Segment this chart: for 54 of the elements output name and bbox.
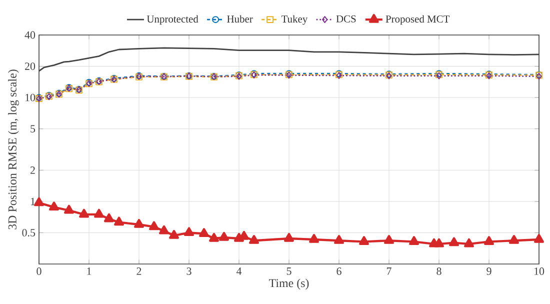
point: [309, 234, 319, 243]
point: [159, 225, 169, 234]
point: [284, 232, 294, 242]
point: [104, 213, 114, 222]
legend-label: Tukey: [281, 15, 308, 25]
x-tick-label: 1: [87, 268, 92, 275]
x-tick-label: 0: [36, 268, 42, 275]
legend-label: DCS: [336, 15, 356, 22]
x-tick-label: 3: [186, 268, 192, 275]
legend-label: Proposed MCT: [386, 15, 450, 25]
y-axis-title: 3D Position RMSE (m, log scale): [8, 70, 19, 230]
point: [409, 236, 419, 246]
y-tick-label: 10: [25, 94, 36, 102]
y-tick-label: 2: [30, 166, 35, 174]
point: [134, 218, 144, 228]
point: [34, 197, 44, 206]
point: [184, 227, 194, 236]
x-tick-label: 4: [236, 268, 242, 275]
y-tick-label: 0.5: [22, 229, 36, 236]
point: [49, 202, 59, 211]
point: [239, 230, 249, 240]
point: [199, 228, 209, 237]
x-tick-label: 10: [534, 268, 544, 275]
y-tick-label: 20: [25, 62, 36, 70]
x-tick-label: 2: [136, 268, 142, 275]
legend-label: Unprotected: [146, 15, 198, 25]
point: [509, 235, 519, 244]
x-tick-label: 8: [436, 268, 442, 275]
x-tick-label: 5: [286, 268, 292, 275]
y-tick-label: 1: [30, 198, 35, 206]
y-tick-label: 40: [24, 31, 36, 39]
point: [249, 235, 259, 244]
point: [219, 232, 229, 241]
point: [149, 221, 159, 230]
point: [209, 232, 219, 242]
point: [484, 236, 494, 246]
x-tick-label: 6: [336, 268, 342, 275]
point: [114, 216, 124, 226]
point: [94, 208, 104, 218]
point: [534, 234, 544, 243]
point: [384, 235, 394, 244]
point: [169, 230, 179, 239]
x-tick-label: 9: [486, 268, 492, 275]
x-tick-label: 7: [386, 268, 392, 275]
point: [449, 237, 459, 246]
point: [359, 236, 369, 246]
point: [64, 204, 74, 214]
point: [334, 235, 344, 244]
x-axis-title: Time (s): [269, 278, 309, 290]
point: [434, 238, 444, 248]
point: [79, 208, 89, 218]
legend-label: Huber: [227, 15, 253, 23]
y-tick-label: 5: [30, 125, 36, 132]
point: [464, 238, 474, 248]
